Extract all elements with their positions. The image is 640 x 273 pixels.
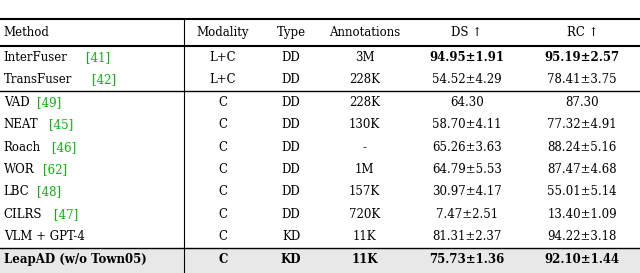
Bar [0,248,640,270]
Text: 78.41±3.75: 78.41±3.75 [547,73,617,87]
Text: 720K: 720K [349,208,380,221]
Text: C: C [218,96,227,109]
Text: C: C [218,230,227,243]
Text: [41]: [41] [86,51,110,64]
Text: C: C [218,208,227,221]
Text: 81.31±2.37: 81.31±2.37 [432,230,502,243]
Text: [49]: [49] [37,96,61,109]
Text: C: C [218,163,227,176]
Text: [46]: [46] [52,141,76,154]
Text: 94.95±1.91: 94.95±1.91 [429,51,504,64]
Text: DS ↑: DS ↑ [451,26,483,39]
Text: 64.79±5.53: 64.79±5.53 [432,163,502,176]
Text: 54.52±4.29: 54.52±4.29 [432,73,502,87]
Text: KD: KD [282,230,300,243]
Text: -: - [363,141,367,154]
Text: DD: DD [282,73,301,87]
Text: RC ↑: RC ↑ [566,26,598,39]
Text: Annotations: Annotations [329,26,400,39]
Text: C: C [218,185,227,198]
Text: 87.30: 87.30 [566,96,599,109]
Text: DD: DD [282,96,301,109]
Text: WOR: WOR [4,163,35,176]
Text: DD: DD [282,208,301,221]
Text: 75.73±1.36: 75.73±1.36 [429,253,504,266]
Text: InterFuser: InterFuser [4,51,68,64]
Text: [45]: [45] [49,118,73,131]
Text: 77.32±4.91: 77.32±4.91 [547,118,617,131]
Text: 94.22±3.18: 94.22±3.18 [548,230,617,243]
Text: 1M: 1M [355,163,374,176]
Text: 7.47±2.51: 7.47±2.51 [436,208,498,221]
Text: Roach: Roach [4,141,41,154]
Text: Method: Method [4,26,50,39]
Text: L+C: L+C [210,73,236,87]
Text: Modality: Modality [196,26,249,39]
Text: 228K: 228K [349,73,380,87]
Text: 95.19±2.57: 95.19±2.57 [545,51,620,64]
Text: DD: DD [282,118,301,131]
Text: DD: DD [282,185,301,198]
Text: C: C [218,253,228,266]
Text: 64.30: 64.30 [450,96,484,109]
Text: 87.47±4.68: 87.47±4.68 [547,163,617,176]
Text: [62]: [62] [44,163,67,176]
Text: 11K: 11K [351,253,378,266]
Text: DD: DD [282,141,301,154]
Text: LBC: LBC [4,185,29,198]
Text: NEAT: NEAT [4,118,38,131]
Text: 55.01±5.14: 55.01±5.14 [547,185,617,198]
Text: 30.97±4.17: 30.97±4.17 [432,185,502,198]
Bar [0,270,640,273]
Text: [47]: [47] [54,208,78,221]
Text: VLM + GPT-4: VLM + GPT-4 [4,230,84,243]
Text: KD: KD [281,253,301,266]
Text: DD: DD [282,51,301,64]
Text: 88.24±5.16: 88.24±5.16 [548,141,617,154]
Text: 92.10±1.44: 92.10±1.44 [545,253,620,266]
Text: 13.40±1.09: 13.40±1.09 [547,208,617,221]
Text: 11K: 11K [353,230,376,243]
Text: 228K: 228K [349,96,380,109]
Text: LeapAD (w/o Town05): LeapAD (w/o Town05) [4,253,147,266]
Text: 58.70±4.11: 58.70±4.11 [432,118,502,131]
Text: Type: Type [276,26,306,39]
Text: VAD: VAD [4,96,29,109]
Text: 157K: 157K [349,185,380,198]
Text: 65.26±3.63: 65.26±3.63 [432,141,502,154]
Text: L+C: L+C [210,51,236,64]
Text: [48]: [48] [37,185,61,198]
Text: 3M: 3M [355,51,374,64]
Text: DD: DD [282,163,301,176]
Text: C: C [218,118,227,131]
Text: TransFuser: TransFuser [4,73,72,87]
Text: CILRS: CILRS [4,208,42,221]
Text: C: C [218,141,227,154]
Text: 130K: 130K [349,118,380,131]
Text: [42]: [42] [92,73,116,87]
